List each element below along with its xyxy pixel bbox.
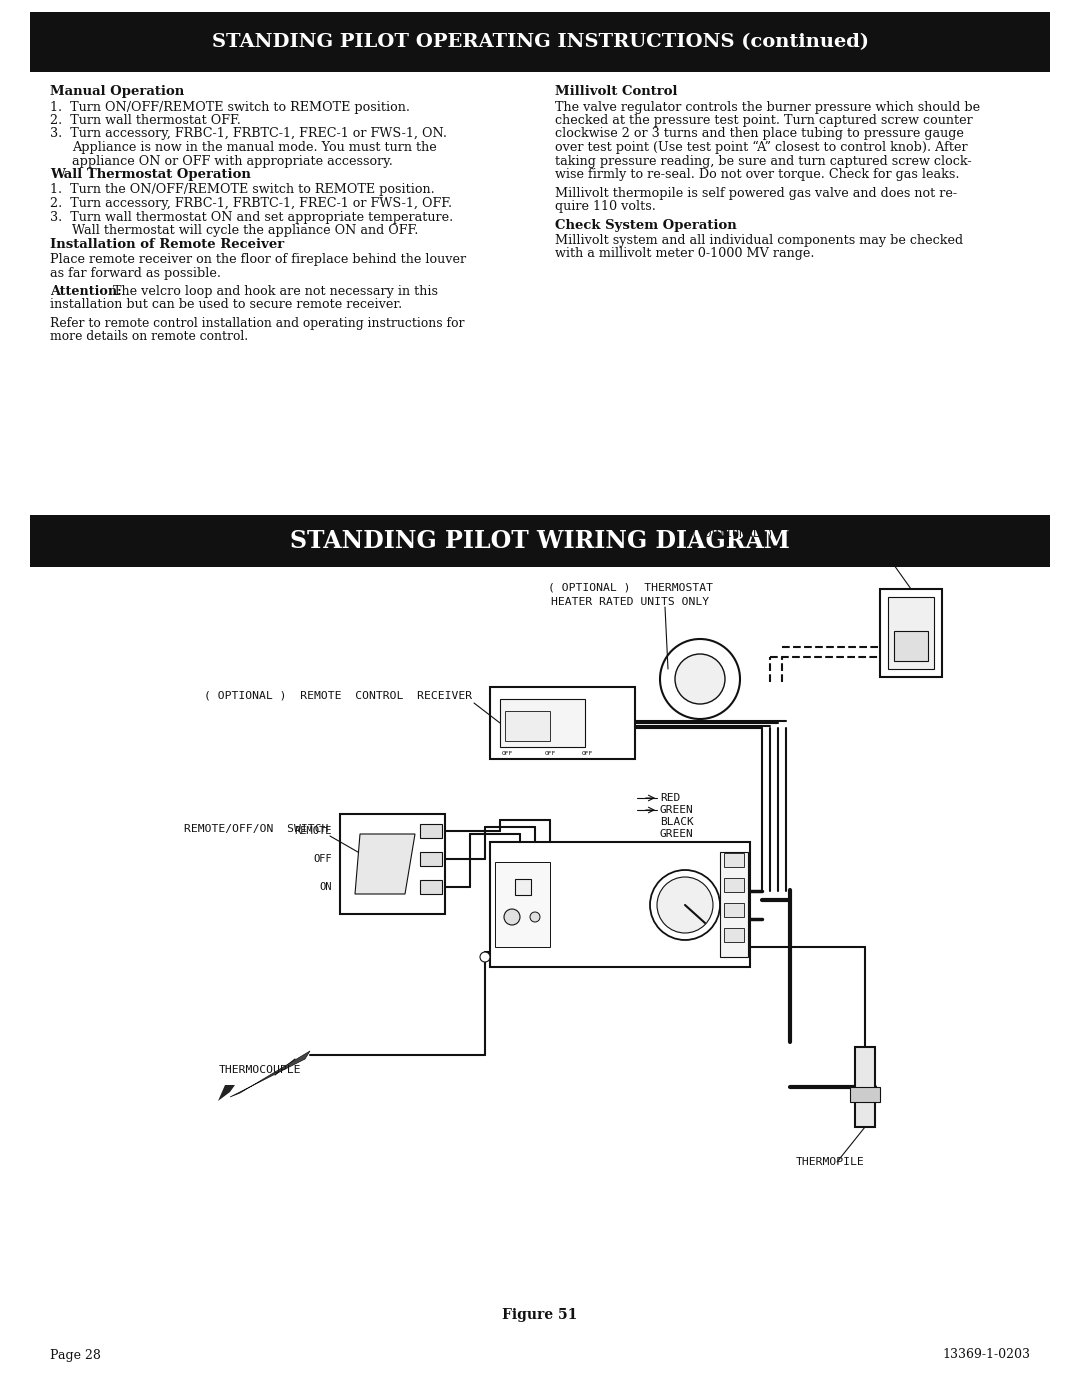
Text: taking pressure reading, be sure and turn captured screw clock-: taking pressure reading, be sure and tur… <box>555 155 972 168</box>
Polygon shape <box>230 1051 310 1097</box>
Text: 3.  Turn accessory, FRBC-1, FRBTC-1, FREC-1 or FWS-1, ON.: 3. Turn accessory, FRBC-1, FRBTC-1, FREC… <box>50 127 447 141</box>
Text: THERMOCOUPLE: THERMOCOUPLE <box>219 1065 301 1076</box>
Bar <box>515 879 531 895</box>
Polygon shape <box>355 834 415 894</box>
Text: Millivolt system and all individual components may be checked: Millivolt system and all individual comp… <box>555 235 963 247</box>
Text: The velcro loop and hook are not necessary in this: The velcro loop and hook are not necessa… <box>109 285 438 298</box>
Bar <box>724 928 744 942</box>
Text: STANDING PILOT WIRING DIAGRAM: STANDING PILOT WIRING DIAGRAM <box>291 529 789 553</box>
Circle shape <box>650 870 720 940</box>
Text: REMOTE: REMOTE <box>295 826 332 835</box>
Text: GREEN: GREEN <box>660 828 693 840</box>
Text: RED: RED <box>660 793 680 803</box>
Bar <box>850 1087 880 1102</box>
Text: as far forward as possible.: as far forward as possible. <box>50 267 221 279</box>
Text: wise firmly to re-seal. Do not over torque. Check for gas leaks.: wise firmly to re-seal. Do not over torq… <box>555 168 959 182</box>
Bar <box>340 814 445 914</box>
Bar <box>724 877 744 893</box>
Circle shape <box>675 654 725 704</box>
Polygon shape <box>218 1085 235 1101</box>
Bar <box>490 842 750 967</box>
Text: Manual Operation: Manual Operation <box>50 85 185 98</box>
Text: STANDING PILOT OPERATING INSTRUCTIONS (continued): STANDING PILOT OPERATING INSTRUCTIONS (c… <box>212 34 868 52</box>
Text: with a millivolt meter 0-1000 MV range.: with a millivolt meter 0-1000 MV range. <box>555 247 814 260</box>
Bar <box>855 1046 875 1127</box>
Text: 3.  Turn wall thermostat ON and set appropriate temperature.: 3. Turn wall thermostat ON and set appro… <box>50 211 454 224</box>
Bar <box>720 852 748 957</box>
Bar <box>420 852 442 866</box>
Circle shape <box>504 909 519 925</box>
Text: checked at the pressure test point. Turn captured screw counter: checked at the pressure test point. Turn… <box>555 115 973 127</box>
Text: OFF: OFF <box>502 752 513 756</box>
Text: REMOTE/OFF/ON  SWITCH: REMOTE/OFF/ON SWITCH <box>184 824 328 834</box>
Text: Page 28: Page 28 <box>50 1348 100 1362</box>
Text: Attention:: Attention: <box>50 285 122 298</box>
Text: appliance ON or OFF with appropriate accessory.: appliance ON or OFF with appropriate acc… <box>72 155 393 168</box>
Text: HEATER RATED UNITS ONLY: HEATER RATED UNITS ONLY <box>551 597 710 608</box>
Text: Wall Thermostat Operation: Wall Thermostat Operation <box>50 168 251 182</box>
Text: over test point (Use test point “A” closest to control knob). After: over test point (Use test point “A” clos… <box>555 141 968 154</box>
Text: 1.  Turn the ON/OFF/REMOTE switch to REMOTE position.: 1. Turn the ON/OFF/REMOTE switch to REMO… <box>50 183 435 197</box>
Text: The valve regulator controls the burner pressure which should be: The valve regulator controls the burner … <box>555 101 981 113</box>
Text: Figure 51: Figure 51 <box>502 1308 578 1322</box>
Bar <box>30 13 1050 73</box>
Bar <box>724 902 744 916</box>
Text: Millivolt Control: Millivolt Control <box>555 85 677 98</box>
Bar <box>490 687 635 759</box>
Text: OFF: OFF <box>313 854 332 863</box>
Bar <box>495 862 550 947</box>
Text: Check System Operation: Check System Operation <box>555 218 737 232</box>
Text: quire 110 volts.: quire 110 volts. <box>555 200 656 212</box>
Text: THERMOPILE: THERMOPILE <box>796 1157 864 1166</box>
Text: installation but can be used to secure remote receiver.: installation but can be used to secure r… <box>50 299 402 312</box>
Text: GREEN: GREEN <box>660 805 693 814</box>
Text: Refer to remote control installation and operating instructions for: Refer to remote control installation and… <box>50 317 464 330</box>
Circle shape <box>530 912 540 922</box>
Text: more details on remote control.: more details on remote control. <box>50 331 248 344</box>
Text: ( OPTIONAL )  THERMOSTAT: ( OPTIONAL ) THERMOSTAT <box>548 583 713 592</box>
Circle shape <box>480 951 490 963</box>
Bar <box>420 880 442 894</box>
Text: clockwise 2 or 3 turns and then place tubing to pressure gauge: clockwise 2 or 3 turns and then place tu… <box>555 127 963 141</box>
Text: 2.  Turn accessory, FRBC-1, FRBTC-1, FREC-1 or FWS-1, OFF.: 2. Turn accessory, FRBC-1, FRBTC-1, FREC… <box>50 197 453 210</box>
Bar <box>30 515 1050 567</box>
Text: ( OPTIONAL )  REMOTE  CONTROL  RECEIVER: ( OPTIONAL ) REMOTE CONTROL RECEIVER <box>204 690 472 700</box>
Text: OFF: OFF <box>582 752 593 756</box>
Text: OFF: OFF <box>545 752 556 756</box>
Text: 2.  Turn wall thermostat OFF.: 2. Turn wall thermostat OFF. <box>50 115 241 127</box>
Bar <box>724 854 744 868</box>
Bar <box>894 631 928 661</box>
Bar <box>505 711 550 740</box>
Text: ( OPTIONAL )  WALL  SWITCH: ( OPTIONAL ) WALL SWITCH <box>691 529 870 539</box>
Text: 13369-1-0203: 13369-1-0203 <box>942 1348 1030 1362</box>
Text: 1.  Turn ON/OFF/REMOTE switch to REMOTE position.: 1. Turn ON/OFF/REMOTE switch to REMOTE p… <box>50 101 410 113</box>
Text: BLACK: BLACK <box>660 817 693 827</box>
Bar <box>888 597 934 669</box>
Text: Millivolt thermopile is self powered gas valve and does not re-: Millivolt thermopile is self powered gas… <box>555 187 957 200</box>
Text: ON: ON <box>320 882 332 893</box>
Text: Appliance is now in the manual mode. You must turn the: Appliance is now in the manual mode. You… <box>72 141 436 154</box>
Text: Wall thermostat will cycle the appliance ON and OFF.: Wall thermostat will cycle the appliance… <box>72 224 418 237</box>
Circle shape <box>657 877 713 933</box>
Text: Installation of Remote Receiver: Installation of Remote Receiver <box>50 237 284 250</box>
Text: Place remote receiver on the floor of fireplace behind the louver: Place remote receiver on the floor of fi… <box>50 253 467 265</box>
Circle shape <box>660 638 740 719</box>
Bar <box>500 698 585 747</box>
Bar <box>420 824 442 838</box>
Bar <box>880 590 942 678</box>
